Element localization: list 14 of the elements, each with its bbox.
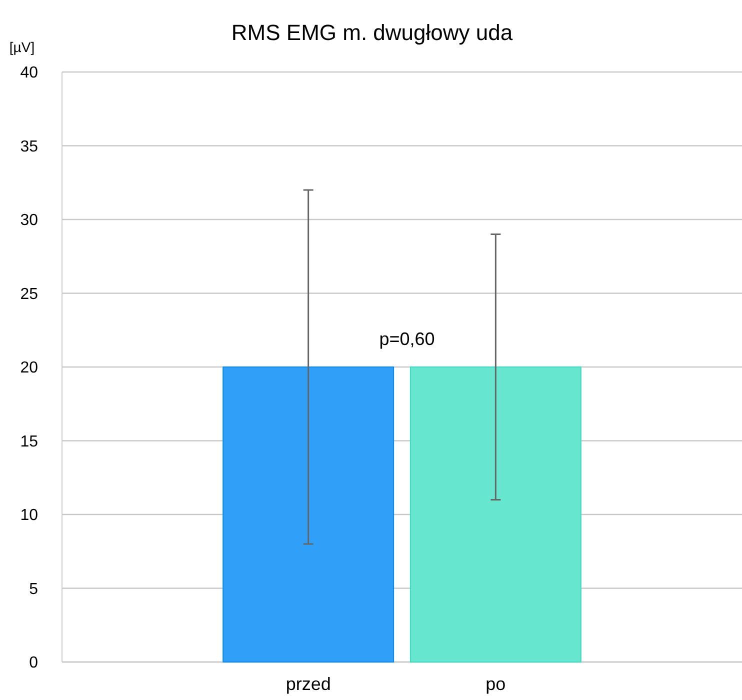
- y-tick-label: 15: [20, 433, 38, 450]
- y-axis-title: [µV]: [9, 39, 35, 55]
- x-tick-label: po: [486, 674, 506, 694]
- y-tick-label: 25: [20, 286, 38, 303]
- y-tick-label: 40: [20, 64, 38, 82]
- y-tick-label: 35: [20, 138, 38, 156]
- x-tick-label: przed: [286, 674, 331, 694]
- y-tick-label: 30: [20, 212, 38, 230]
- y-tick-label: 10: [20, 507, 38, 524]
- y-tick-label: 20: [20, 360, 38, 377]
- annotation: p=0,60: [379, 329, 435, 349]
- y-tick-label: 0: [29, 654, 38, 672]
- chart-title: RMS EMG m. dwugłowy uda: [231, 20, 514, 45]
- y-tick-label: 5: [29, 580, 38, 598]
